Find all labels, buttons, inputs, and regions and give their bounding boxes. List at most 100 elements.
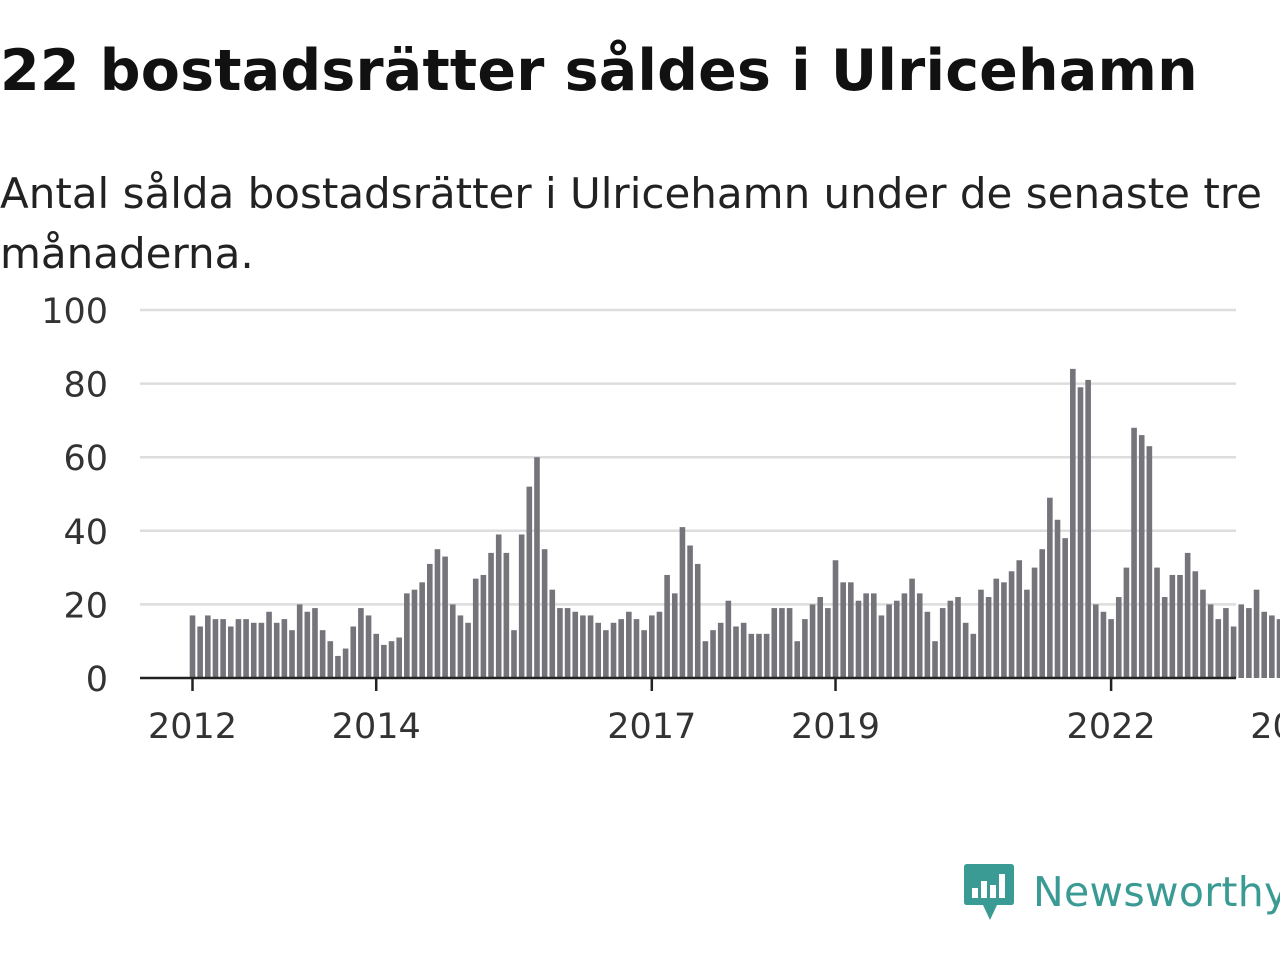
bar — [939, 608, 946, 678]
bar — [266, 611, 272, 678]
bar — [1161, 597, 1168, 678]
bar — [434, 549, 441, 678]
bar — [794, 641, 801, 678]
bar — [1039, 549, 1046, 678]
bar — [947, 600, 954, 678]
bar — [580, 615, 586, 678]
bar — [350, 626, 357, 678]
bar — [1123, 567, 1130, 678]
bar — [212, 619, 219, 678]
bar — [1047, 497, 1053, 678]
bar — [656, 611, 663, 678]
y-tick-label: 80 — [63, 366, 108, 406]
bar — [243, 619, 249, 678]
bar — [1077, 387, 1084, 678]
bar — [205, 615, 211, 678]
bar — [725, 600, 732, 678]
bar — [1184, 552, 1191, 678]
x-tick-label: 2012 — [148, 707, 237, 747]
bar — [488, 552, 494, 678]
bar — [1246, 608, 1252, 678]
x-tick-label: 2019 — [791, 707, 880, 747]
bar — [1100, 611, 1107, 678]
bar — [970, 633, 977, 678]
bar — [825, 608, 831, 678]
bar — [381, 644, 387, 678]
bar — [480, 574, 487, 678]
bar — [702, 641, 709, 678]
bar — [358, 608, 364, 678]
bar — [924, 611, 931, 678]
bar — [1054, 519, 1061, 678]
bar — [1115, 597, 1122, 678]
bar — [457, 615, 464, 678]
bar — [1207, 604, 1214, 678]
bar — [227, 626, 234, 678]
bar — [763, 633, 770, 678]
bar — [664, 574, 670, 678]
bar — [427, 563, 433, 678]
bar — [572, 611, 579, 678]
bar — [1138, 435, 1145, 678]
bar — [771, 608, 778, 678]
bar — [465, 622, 471, 678]
bar — [1261, 611, 1267, 678]
bar — [534, 457, 540, 678]
bar — [1092, 604, 1099, 678]
bar — [1192, 571, 1199, 678]
bar — [1223, 608, 1229, 678]
bar — [855, 600, 862, 678]
bar — [1008, 571, 1015, 678]
bar — [779, 608, 785, 678]
bar — [1001, 582, 1007, 678]
bar — [511, 630, 517, 678]
bar — [878, 615, 885, 678]
brand-name: Newsworthy — [1033, 868, 1280, 916]
bar — [916, 593, 923, 678]
bar — [281, 619, 288, 678]
bar — [717, 622, 724, 678]
bar — [863, 593, 869, 678]
bar — [304, 611, 311, 678]
bar — [603, 630, 609, 678]
bar — [886, 604, 892, 678]
bar — [1269, 615, 1275, 678]
bar — [442, 556, 448, 678]
bar — [786, 608, 793, 678]
bar — [327, 641, 334, 678]
y-tick-label: 100 — [41, 292, 108, 332]
y-axis-tick-labels: 0 20 40 60 80 100 — [41, 292, 108, 700]
bar — [1177, 574, 1183, 678]
bar — [756, 633, 762, 678]
bar — [1146, 446, 1153, 678]
bar — [1200, 589, 1206, 678]
bar — [595, 622, 602, 678]
bar — [396, 637, 402, 678]
bar — [365, 615, 372, 678]
bar — [1024, 589, 1030, 678]
bar — [373, 633, 380, 678]
bar — [1215, 619, 1222, 678]
chart-title: 22 bostadsrätter såldes i Ulricehamn — [0, 38, 1198, 104]
bar — [312, 608, 318, 678]
bar — [1131, 427, 1137, 678]
y-tick-label: 60 — [63, 439, 108, 479]
bar — [733, 626, 739, 678]
bar — [817, 597, 824, 678]
bar — [962, 622, 969, 678]
bar — [289, 630, 295, 678]
bar — [671, 593, 678, 678]
bar — [633, 619, 640, 678]
bar — [495, 534, 502, 678]
bar — [932, 641, 938, 678]
bar — [273, 622, 280, 678]
bar — [319, 630, 326, 678]
bar — [802, 619, 808, 678]
bar — [335, 655, 341, 678]
bar — [189, 615, 196, 678]
bar — [526, 486, 533, 678]
y-tick-label: 20 — [63, 586, 108, 626]
x-tick-label: 2024 — [1250, 707, 1280, 747]
bar — [1253, 589, 1260, 678]
